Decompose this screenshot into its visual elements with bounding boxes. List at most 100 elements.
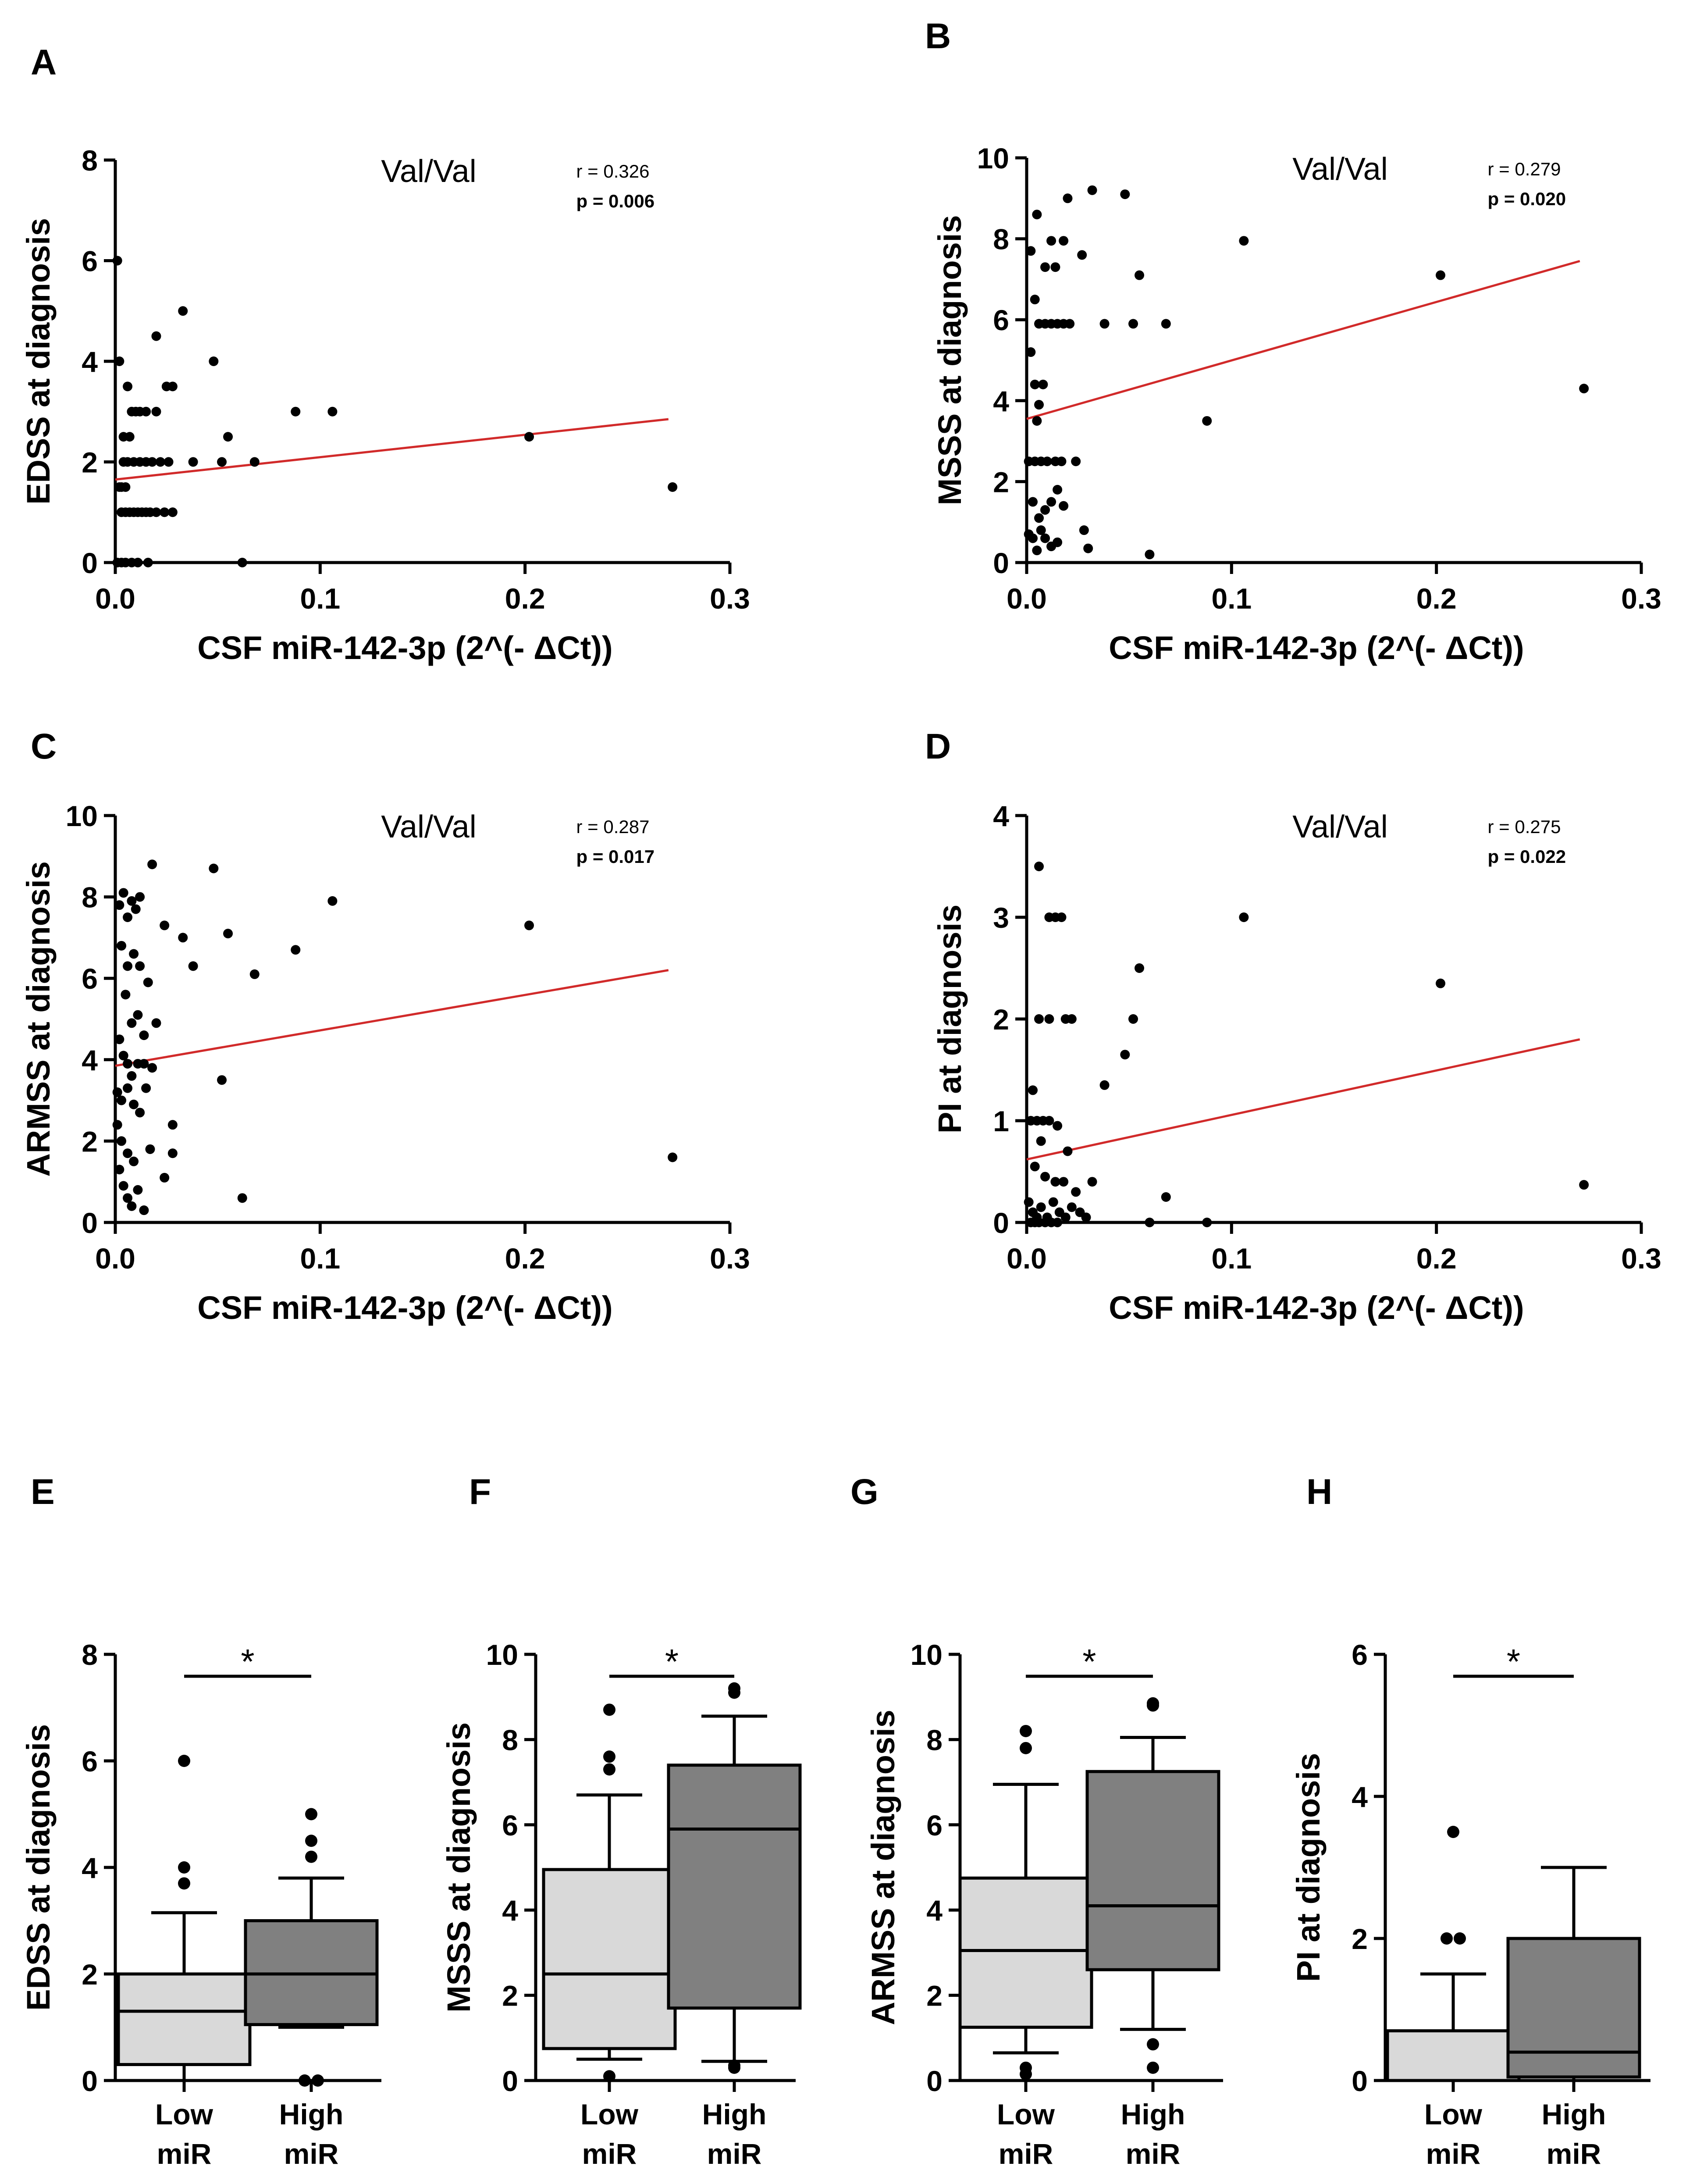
x-tick-label: 0.0 bbox=[1007, 1242, 1047, 1275]
box-iqr bbox=[117, 1972, 252, 2066]
x-tick-label: 0.3 bbox=[1621, 1242, 1661, 1275]
y-tick-label: 6 bbox=[82, 245, 98, 278]
y-tick-label: 4 bbox=[82, 1852, 98, 1884]
data-point bbox=[114, 1034, 124, 1044]
genotype-annotation: Val/Val bbox=[381, 154, 476, 189]
data-point bbox=[129, 949, 139, 959]
data-point bbox=[1056, 912, 1067, 922]
outlier-point bbox=[1147, 2061, 1159, 2074]
r-value: r = 0.326 bbox=[576, 161, 650, 182]
data-point bbox=[1436, 270, 1446, 280]
data-point bbox=[1034, 862, 1044, 871]
box-iqr bbox=[1506, 1937, 1641, 2079]
panel-letter: H bbox=[1306, 1472, 1332, 1512]
data-point bbox=[118, 1051, 128, 1061]
data-point bbox=[1145, 1218, 1155, 1227]
x-tick-label: 0.1 bbox=[1211, 582, 1252, 615]
data-point bbox=[1079, 525, 1089, 535]
outlier-point bbox=[1020, 1742, 1032, 1754]
data-point bbox=[1040, 505, 1050, 515]
group-label-line2: miR bbox=[284, 2138, 339, 2170]
data-point bbox=[1128, 1014, 1138, 1024]
x-tick-label: 0.1 bbox=[300, 1242, 340, 1275]
y-tick-label: 6 bbox=[502, 1809, 518, 1842]
data-point bbox=[1034, 400, 1044, 410]
group-label-line2: miR bbox=[1547, 2138, 1601, 2170]
data-point bbox=[112, 1087, 122, 1097]
y-tick-label: 8 bbox=[82, 144, 98, 177]
y-tick-label: 0 bbox=[926, 2065, 943, 2097]
y-axis-label: ARMSS at diagnosis bbox=[20, 861, 57, 1177]
outlier-point bbox=[728, 1682, 740, 1695]
data-point bbox=[1042, 456, 1052, 467]
data-point bbox=[1099, 1080, 1110, 1090]
x-tick-label: 0.3 bbox=[710, 582, 750, 615]
outlier-point bbox=[299, 2074, 311, 2087]
y-tick-label: 10 bbox=[66, 800, 98, 832]
r-value: r = 0.287 bbox=[576, 816, 650, 837]
data-point bbox=[1053, 485, 1063, 495]
data-point bbox=[127, 1018, 137, 1028]
group-label-line1: High bbox=[279, 2098, 344, 2131]
data-point bbox=[291, 945, 301, 955]
data-point bbox=[1120, 1050, 1130, 1060]
y-axis-label: EDSS at diagnosis bbox=[20, 1724, 57, 2011]
data-point bbox=[1063, 1146, 1073, 1156]
group-label-line2: miR bbox=[1126, 2138, 1181, 2170]
data-point bbox=[155, 457, 165, 467]
data-point bbox=[209, 863, 219, 873]
y-tick-label: 6 bbox=[82, 1745, 98, 1778]
data-point bbox=[327, 896, 338, 906]
data-point bbox=[118, 1181, 128, 1191]
data-point bbox=[1036, 1136, 1046, 1146]
data-point bbox=[1046, 236, 1056, 246]
data-point bbox=[1067, 1202, 1077, 1212]
y-tick-label: 10 bbox=[486, 1639, 518, 1671]
data-point bbox=[1044, 1014, 1054, 1024]
outlier-point bbox=[178, 1861, 190, 1874]
data-point bbox=[147, 859, 157, 869]
data-point bbox=[141, 1083, 151, 1093]
outlier-point bbox=[178, 1755, 190, 1767]
data-point bbox=[147, 457, 157, 467]
panel-letter: F bbox=[469, 1472, 491, 1512]
data-point bbox=[167, 1148, 178, 1158]
x-axis-label: CSF miR-142-3p (2^(- ΔCt)) bbox=[1109, 630, 1524, 666]
group-label-line1: Low bbox=[1424, 2098, 1483, 2131]
data-point bbox=[118, 432, 128, 442]
data-point bbox=[1065, 319, 1075, 329]
data-point bbox=[117, 1136, 127, 1146]
y-tick-label: 0 bbox=[993, 547, 1009, 579]
genotype-annotation: Val/Val bbox=[381, 809, 476, 844]
data-point bbox=[1030, 295, 1040, 305]
y-tick-label: 2 bbox=[993, 466, 1009, 498]
panel-c: C 0 2 4 6 8 10 0.0 0.1 0.2 0.3 CSF miR-142-3p (2^(-… bbox=[20, 727, 750, 1326]
data-point bbox=[1087, 1177, 1097, 1187]
data-point bbox=[127, 1071, 137, 1081]
data-point bbox=[1059, 1177, 1069, 1187]
y-tick-label: 2 bbox=[993, 1003, 1009, 1036]
trend-line bbox=[115, 418, 669, 481]
r-value: r = 0.279 bbox=[1488, 159, 1561, 179]
data-point bbox=[123, 1059, 133, 1069]
data-point bbox=[139, 1059, 149, 1069]
data-point bbox=[1040, 533, 1050, 543]
data-point bbox=[114, 900, 124, 910]
p-value: p = 0.017 bbox=[576, 846, 655, 867]
data-point bbox=[1050, 1177, 1060, 1187]
data-point bbox=[151, 331, 161, 341]
y-tick-label: 4 bbox=[993, 385, 1009, 417]
y-tick-label: 6 bbox=[1352, 1639, 1368, 1671]
x-axis-label: CSF miR-142-3p (2^(- ΔCt)) bbox=[197, 1290, 612, 1326]
outlier-point bbox=[1454, 1932, 1466, 1945]
outlier-point bbox=[305, 1835, 317, 1847]
outlier-point bbox=[603, 2070, 615, 2083]
data-point bbox=[249, 969, 260, 979]
data-point bbox=[123, 961, 133, 971]
data-point bbox=[1161, 319, 1171, 329]
panel-letter: C bbox=[31, 727, 57, 766]
p-value: p = 0.006 bbox=[576, 191, 655, 211]
y-tick-label: 6 bbox=[993, 304, 1009, 336]
group-label-line2: miR bbox=[582, 2138, 637, 2170]
